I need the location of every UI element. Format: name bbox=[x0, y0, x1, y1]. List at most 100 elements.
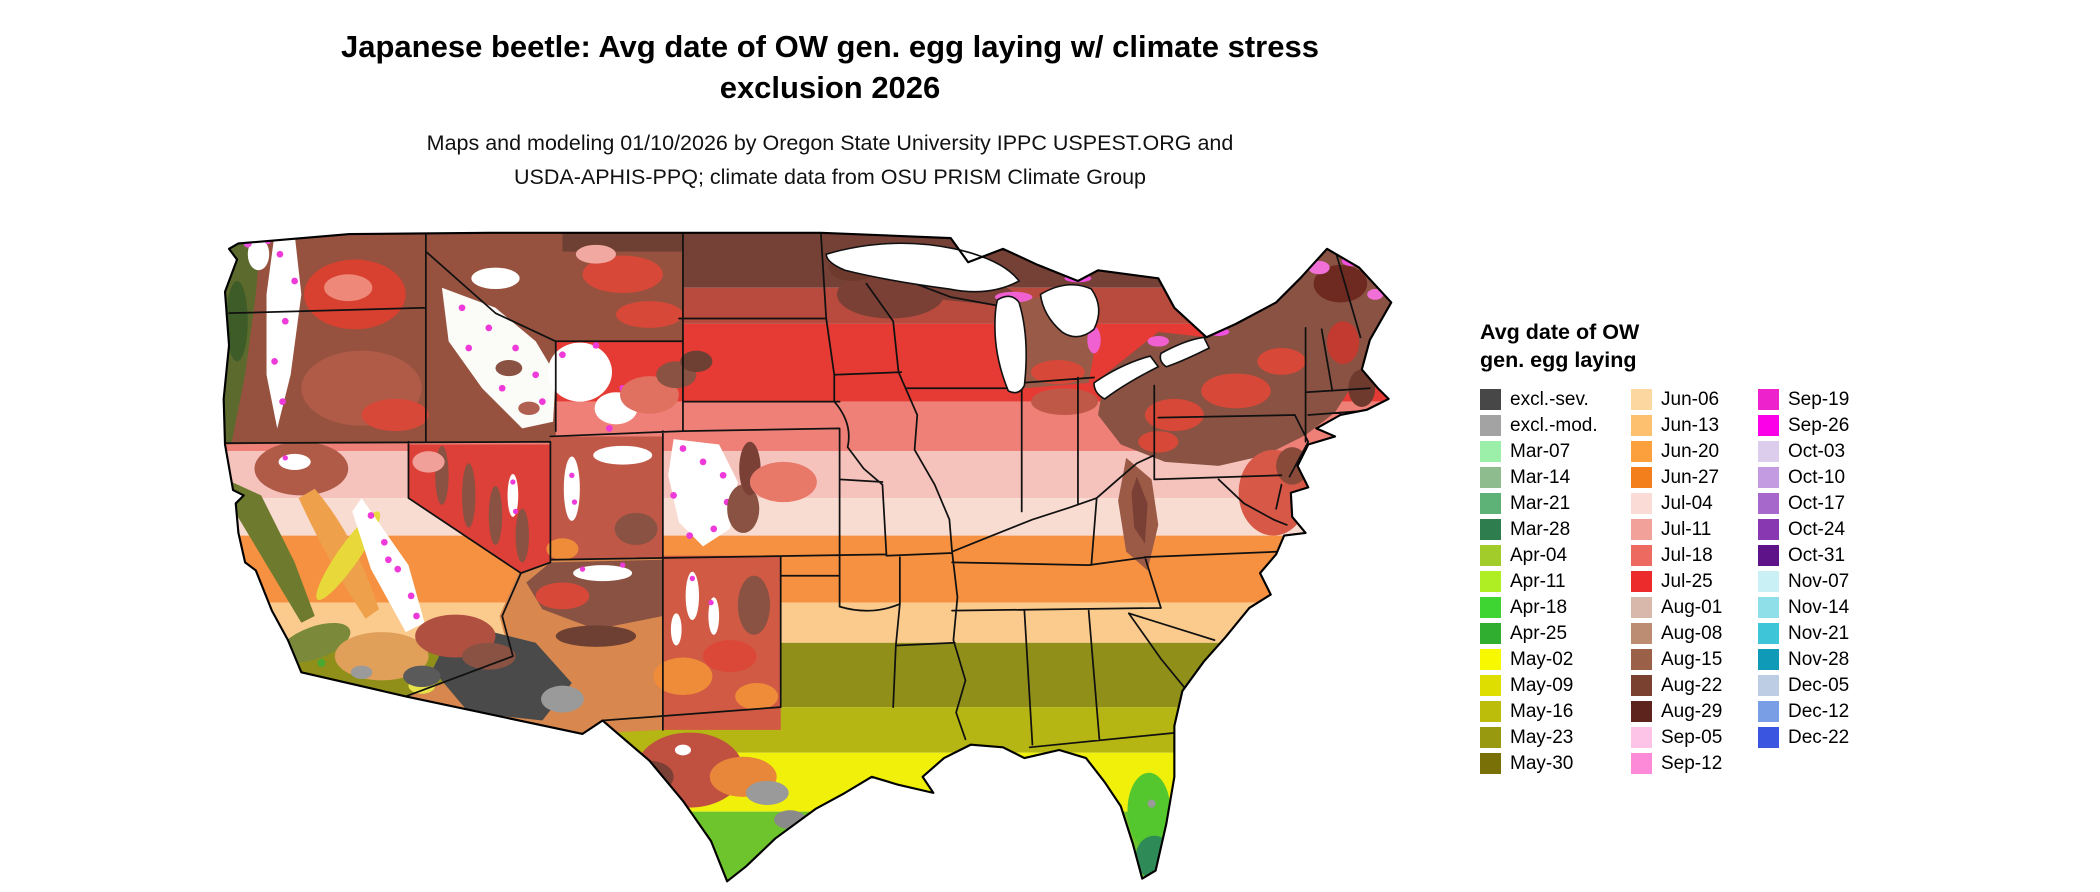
legend-label: Sep-26 bbox=[1788, 414, 1850, 436]
legend-title-line2: gen. egg laying bbox=[1480, 348, 1637, 372]
legend-column-1: excl.-sev. excl.-mod. Mar-07 Mar bbox=[1480, 386, 1631, 776]
legend-label: Jul-18 bbox=[1661, 544, 1713, 566]
legend-swatch bbox=[1758, 466, 1779, 488]
legend-label: Jun-06 bbox=[1661, 388, 1720, 410]
great-lakes bbox=[825, 242, 1211, 400]
legend-swatch bbox=[1631, 596, 1652, 618]
legend-entry: Apr-18 bbox=[1480, 594, 1631, 620]
legend-label: Jul-04 bbox=[1661, 492, 1713, 514]
page-title: Japanese beetle: Avg date of OW gen. egg… bbox=[0, 26, 1660, 108]
legend-swatch bbox=[1631, 440, 1652, 462]
legend-entry: Jul-04 bbox=[1631, 490, 1758, 516]
legend-label: Mar-21 bbox=[1510, 492, 1571, 514]
legend-entry: Nov-28 bbox=[1758, 646, 1918, 672]
legend-label: Aug-15 bbox=[1661, 648, 1723, 670]
us-map-svg bbox=[222, 231, 1393, 883]
legend-column-3: Sep-19 Sep-26 Oct-03 Oct-10 bbox=[1758, 386, 1918, 776]
legend-label: Aug-22 bbox=[1661, 674, 1723, 696]
legend-swatch bbox=[1480, 622, 1501, 644]
legend-entry: Oct-24 bbox=[1758, 516, 1918, 542]
legend-entry: Aug-29 bbox=[1631, 698, 1758, 724]
legend-entry: Mar-07 bbox=[1480, 438, 1631, 464]
legend-swatch bbox=[1631, 518, 1652, 540]
legend-entry: May-23 bbox=[1480, 724, 1631, 750]
legend-label: Dec-05 bbox=[1788, 674, 1850, 696]
legend-entry: Dec-05 bbox=[1758, 672, 1918, 698]
us-map bbox=[221, 214, 1406, 884]
legend-columns: excl.-sev. excl.-mod. Mar-07 Mar bbox=[1480, 386, 2040, 776]
legend-entry: Mar-21 bbox=[1480, 490, 1631, 516]
legend-label: May-16 bbox=[1510, 700, 1574, 722]
legend-entry: Jun-13 bbox=[1631, 412, 1758, 438]
legend-entry: Nov-07 bbox=[1758, 568, 1918, 594]
legend-label: Apr-11 bbox=[1510, 570, 1566, 592]
legend-entry: Aug-22 bbox=[1631, 672, 1758, 698]
legend-entry: Jul-11 bbox=[1631, 516, 1758, 542]
legend-label: Oct-24 bbox=[1788, 518, 1846, 540]
legend-entry: Oct-31 bbox=[1758, 542, 1918, 568]
page-title-line2: exclusion 2026 bbox=[719, 70, 941, 105]
legend-entry: Aug-01 bbox=[1631, 594, 1758, 620]
legend-entry: Jul-18 bbox=[1631, 542, 1758, 568]
legend-label: Nov-07 bbox=[1788, 570, 1850, 592]
legend-swatch bbox=[1631, 544, 1652, 566]
legend-label: Oct-03 bbox=[1788, 440, 1846, 462]
legend-swatch bbox=[1631, 466, 1652, 488]
legend-label: Oct-31 bbox=[1788, 544, 1846, 566]
legend-swatch bbox=[1758, 388, 1779, 410]
legend-entry: excl.-sev. bbox=[1480, 386, 1631, 412]
legend-entry: Sep-05 bbox=[1631, 724, 1758, 750]
legend-label: May-30 bbox=[1510, 752, 1574, 774]
legend-entry: Dec-22 bbox=[1758, 724, 1918, 750]
legend-label: Apr-25 bbox=[1510, 622, 1568, 644]
legend-entry: Sep-12 bbox=[1631, 750, 1758, 776]
legend-swatch bbox=[1480, 544, 1501, 566]
legend-label: Jun-13 bbox=[1661, 414, 1720, 436]
legend-entry: Mar-14 bbox=[1480, 464, 1631, 490]
legend-swatch bbox=[1480, 492, 1501, 514]
legend-swatch bbox=[1758, 492, 1779, 514]
legend-label: Aug-08 bbox=[1661, 622, 1723, 644]
legend-entry: Oct-10 bbox=[1758, 464, 1918, 490]
legend-swatch bbox=[1480, 648, 1501, 670]
legend-swatch bbox=[1758, 700, 1779, 722]
map-legend: Avg date of OW gen. egg laying excl.-sev… bbox=[1480, 318, 2040, 776]
legend-label: Jun-27 bbox=[1661, 466, 1720, 488]
legend-swatch bbox=[1480, 440, 1501, 462]
legend-label: Aug-01 bbox=[1661, 596, 1723, 618]
lake-huron bbox=[1039, 283, 1100, 338]
page-subtitle-line2: USDA-APHIS-PPQ; climate data from OSU PR… bbox=[513, 165, 1147, 189]
legend-swatch bbox=[1758, 414, 1779, 436]
legend-label: May-23 bbox=[1510, 726, 1574, 748]
legend-label: Mar-14 bbox=[1510, 466, 1571, 488]
legend-swatch bbox=[1480, 752, 1501, 774]
legend-swatch bbox=[1631, 700, 1652, 722]
legend-entry: Oct-17 bbox=[1758, 490, 1918, 516]
legend-label: Mar-07 bbox=[1510, 440, 1571, 462]
lake-erie bbox=[1093, 355, 1160, 400]
legend-swatch bbox=[1758, 518, 1779, 540]
legend-title-line1: Avg date of OW bbox=[1480, 320, 1640, 344]
legend-swatch bbox=[1758, 440, 1779, 462]
legend-label: Apr-18 bbox=[1510, 596, 1568, 618]
legend-label: Sep-19 bbox=[1788, 388, 1850, 410]
legend-swatch bbox=[1758, 648, 1779, 670]
legend-label: Dec-22 bbox=[1788, 726, 1850, 748]
legend-label: Aug-29 bbox=[1661, 700, 1723, 722]
legend-swatch bbox=[1631, 622, 1652, 644]
legend-swatch bbox=[1631, 674, 1652, 696]
legend-label: Nov-28 bbox=[1788, 648, 1850, 670]
map-header: Japanese beetle: Avg date of OW gen. egg… bbox=[0, 26, 1660, 194]
map-fill-layer bbox=[223, 232, 1392, 882]
legend-entry: Aug-15 bbox=[1631, 646, 1758, 672]
legend-swatch bbox=[1631, 752, 1652, 774]
legend-label: Dec-12 bbox=[1788, 700, 1850, 722]
legend-entry: Apr-04 bbox=[1480, 542, 1631, 568]
legend-label: Jul-25 bbox=[1661, 570, 1713, 592]
legend-entry: Jul-25 bbox=[1631, 568, 1758, 594]
legend-swatch bbox=[1758, 622, 1779, 644]
legend-swatch bbox=[1480, 726, 1501, 748]
legend-swatch bbox=[1758, 674, 1779, 696]
legend-label: Nov-14 bbox=[1788, 596, 1850, 618]
